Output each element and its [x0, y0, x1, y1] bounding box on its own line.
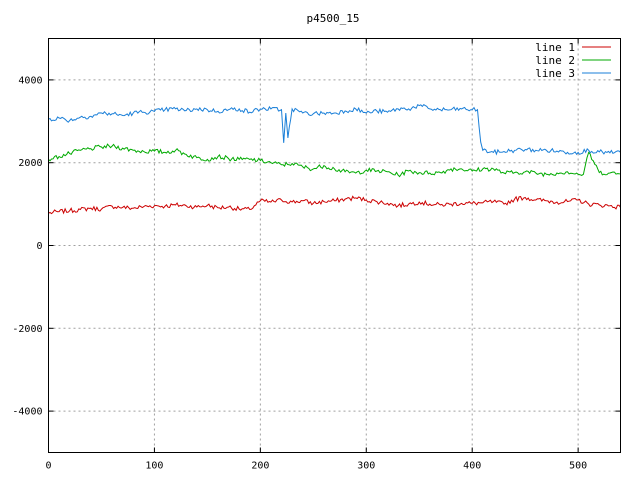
- legend-label-2: line 2: [535, 54, 575, 67]
- series-line-2: [48, 143, 621, 178]
- x-tick-label: 100: [145, 461, 163, 472]
- series-line-3: [48, 103, 621, 156]
- y-tick-label: 4000: [18, 75, 42, 86]
- y-tick-label: 2000: [18, 158, 42, 169]
- series-layer: [48, 103, 621, 215]
- axis-layer: 0 100 200 300 400 500 -4000 -2000 0 2000 4000: [12, 38, 621, 472]
- y-tick-label: 0: [36, 241, 42, 252]
- grid-layer: [48, 38, 621, 453]
- x-tick-label: 0: [45, 461, 51, 472]
- series-line-1: [48, 195, 621, 215]
- x-tick-label: 300: [357, 461, 375, 472]
- x-tick-label: 200: [251, 461, 269, 472]
- legend-label-1: line 1: [535, 41, 575, 54]
- x-tick-label: 400: [463, 461, 481, 472]
- legend-label-3: line 3: [535, 67, 575, 80]
- y-tick-label: -2000: [12, 324, 42, 335]
- y-tick-label: -4000: [12, 407, 42, 418]
- x-tick-label: 500: [569, 461, 587, 472]
- chart-title: p4500_15: [307, 12, 360, 25]
